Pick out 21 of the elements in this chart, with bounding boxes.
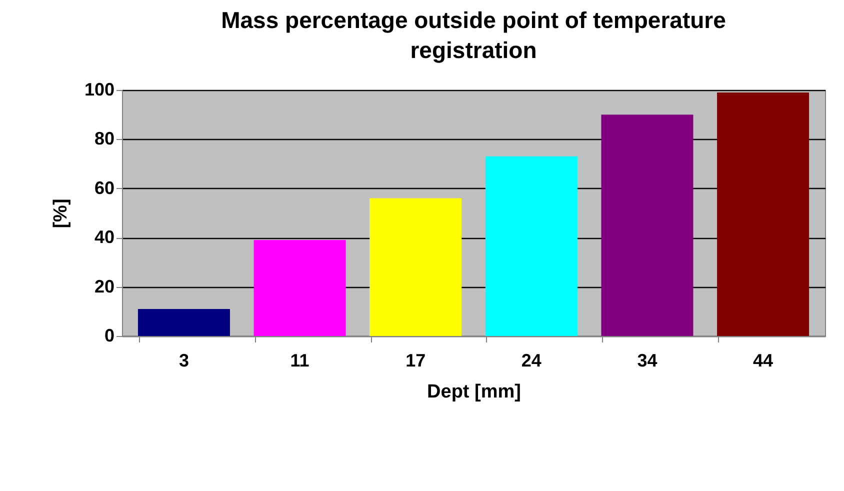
y-tick-label: 0 [104, 326, 114, 346]
y-tick-label: 60 [94, 178, 114, 198]
y-tick-label: 40 [94, 227, 114, 248]
y-axis-title: [%] [50, 198, 72, 228]
x-axis-title: Dept [mm] [427, 382, 521, 402]
bar [485, 156, 578, 336]
bar [370, 198, 462, 336]
bar [254, 240, 346, 336]
x-tick-label: 11 [290, 350, 310, 370]
x-tick-label: 17 [406, 350, 426, 370]
x-tick-label: 44 [753, 350, 774, 370]
x-tick-label: 34 [637, 350, 658, 370]
bar [138, 308, 230, 336]
bar [601, 114, 694, 336]
y-tick-label: 20 [94, 276, 114, 296]
chart-title: Mass percentage outside point of temperature registration [221, 7, 726, 63]
bar [717, 92, 810, 336]
y-tick-label: 80 [94, 128, 114, 149]
x-tick-label: 24 [521, 350, 542, 370]
x-tick-label: 3 [178, 350, 189, 370]
y-tick-label: 100 [84, 80, 114, 100]
